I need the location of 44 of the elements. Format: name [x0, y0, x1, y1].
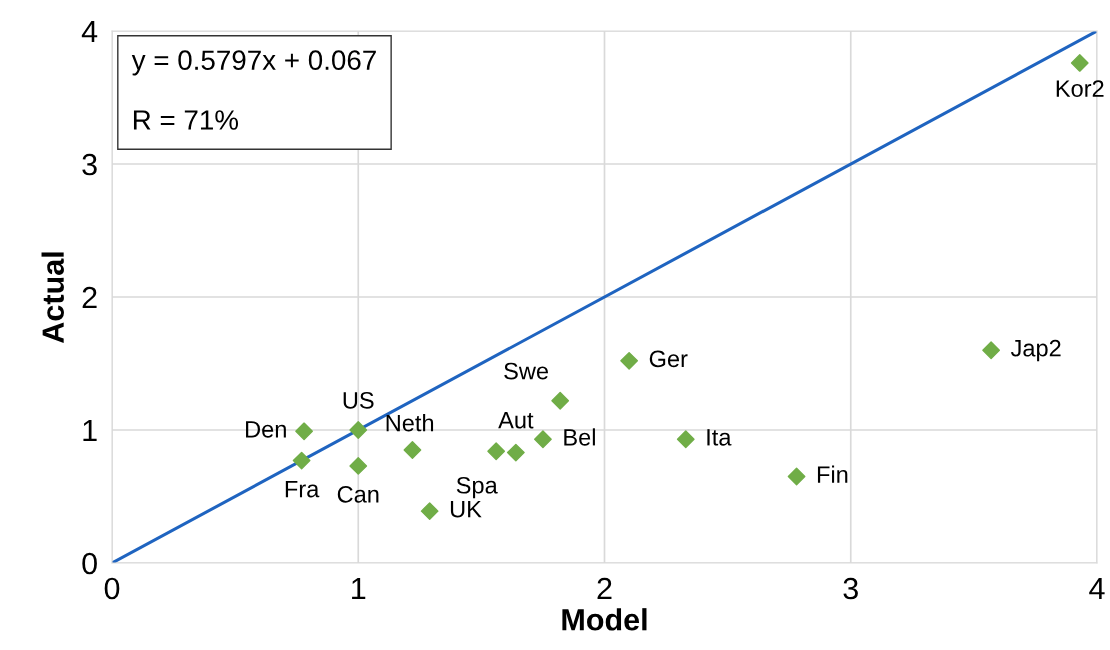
- annotation: Aut: [498, 412, 534, 429]
- annotation: Swe: [504, 362, 549, 380]
- annotation: Spa: [456, 476, 498, 499]
- point: [292, 451, 311, 470]
- point: [551, 391, 570, 410]
- point: [403, 441, 422, 459]
- y-axis-title: Actual: [41, 252, 64, 343]
- annotation: Ger: [649, 350, 688, 368]
- x-tick-label: 0: [104, 577, 120, 600]
- x-tick-label: 2: [597, 577, 612, 600]
- y-tick-label: 3: [82, 153, 97, 176]
- annotation: Den: [246, 421, 286, 438]
- point: [534, 430, 552, 449]
- point: [295, 422, 313, 441]
- point: [420, 502, 439, 521]
- annotation: Bel: [564, 428, 595, 446]
- point: [506, 443, 525, 462]
- annotation: R = 71%: [133, 110, 239, 130]
- point: [349, 456, 368, 475]
- annotation: US: [343, 391, 374, 409]
- point: [620, 351, 639, 370]
- point: [676, 430, 695, 449]
- point: [487, 442, 506, 461]
- x-axis-title: Model: [562, 608, 647, 631]
- annotation: y = 0.5797x + 0.067: [131, 50, 376, 76]
- y-tick-label: 2: [82, 286, 97, 309]
- point: [982, 341, 1001, 360]
- annotation: Fra: [285, 480, 320, 498]
- y-tick-label: 1: [83, 420, 97, 442]
- y-tick-label: 4: [81, 21, 98, 43]
- annotation: Can: [337, 485, 379, 503]
- point: [349, 421, 368, 439]
- annotation: Ita: [707, 429, 732, 446]
- annotation: UK: [450, 500, 482, 518]
- x-tick-label: 3: [843, 577, 858, 600]
- annotation: Jap2: [1010, 339, 1061, 362]
- annotation: Kor2: [1056, 80, 1104, 97]
- point: [1070, 54, 1089, 72]
- annotation: Neth: [386, 414, 434, 432]
- annotation: Fin: [817, 465, 848, 483]
- point: [787, 467, 806, 486]
- y-tick-label: 0: [82, 552, 97, 575]
- x-tick-label: 4: [1089, 578, 1105, 600]
- x-tick-label: 1: [352, 578, 366, 600]
